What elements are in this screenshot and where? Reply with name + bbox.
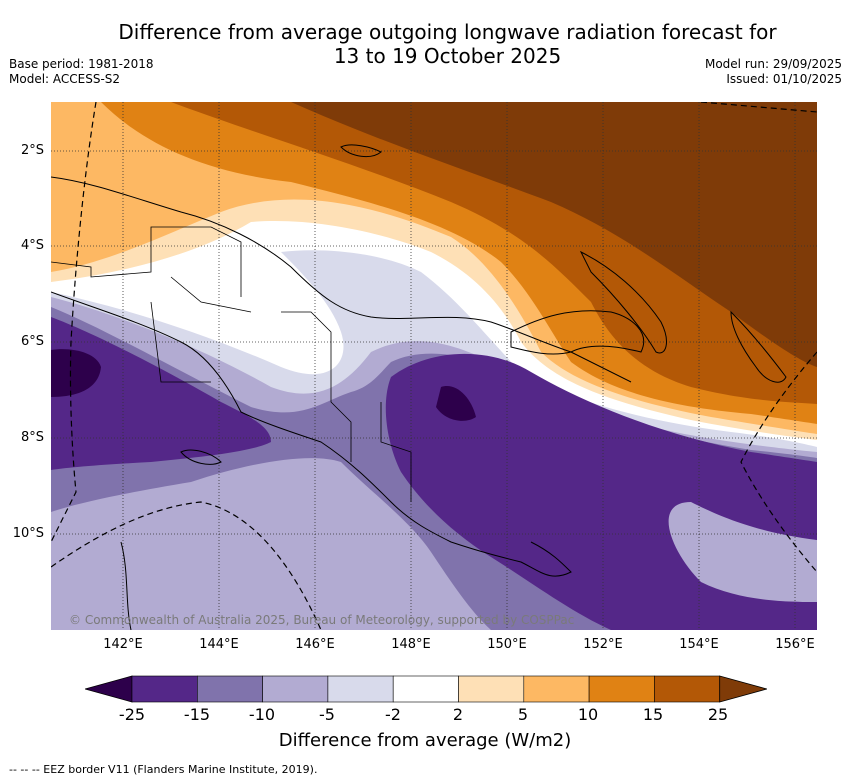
lon-label-150e: 150°E (487, 637, 527, 652)
colorbar-extend-min (85, 675, 133, 703)
colorbar-tick: 2 (452, 705, 464, 724)
colorbar-tick: -10 (248, 705, 276, 724)
band-negative-15-west (51, 317, 271, 470)
provincial-borders (51, 226, 412, 502)
colorbar-segment (327, 675, 394, 703)
colorbar-segment (131, 675, 198, 703)
issued-date: Issued: 01/10/2025 (726, 72, 842, 86)
colorbar-tick: 15 (642, 705, 664, 724)
lon-label-146e: 146°E (295, 637, 335, 652)
model-name: Model: ACCESS-S2 (9, 72, 121, 86)
eez-borders (51, 102, 817, 630)
colorbar-label: Difference from average (W/m2) (278, 730, 572, 751)
coastlines (51, 144, 787, 630)
lon-label-156e: 156°E (775, 637, 815, 652)
colorbar-tick: -15 (183, 705, 211, 724)
lat-label-6s: 6°S (20, 334, 44, 349)
band-negative-15-east (385, 353, 817, 630)
title-line-2: 13 to 19 October 2025 (333, 44, 562, 68)
colorbar-tick: -25 (118, 705, 146, 724)
copyright-notice: © Commonwealth of Australia 2025, Bureau… (69, 613, 575, 627)
colorbar-tick: 25 (707, 705, 729, 724)
lat-label-10s: 10°S (12, 526, 44, 541)
colorbar-segment (588, 675, 655, 703)
colorbar-segment (523, 675, 590, 703)
meta-left: Base period: 1981-2018 Model: ACCESS-S2 (9, 57, 154, 87)
colorbar-tick: 5 (517, 705, 529, 724)
lon-label-152e: 152°E (583, 637, 623, 652)
lon-label-148e: 148°E (391, 637, 431, 652)
colorbar (85, 675, 767, 703)
colorbar-segment (392, 675, 459, 703)
model-run: Model run: 29/09/2025 (704, 57, 842, 71)
meta-right: Model run: 29/09/2025 Issued: 01/10/2025 (705, 57, 842, 87)
lat-label-4s: 4°S (20, 238, 44, 253)
colorbar-segment (458, 675, 525, 703)
band-negative-25-core-b (51, 349, 101, 397)
lon-label-142e: 142°E (103, 637, 143, 652)
colorbar-tick: 10 (577, 705, 599, 724)
colorbar-segment (197, 675, 263, 703)
band-negative-25-core-a (436, 386, 476, 421)
title-line-1: Difference from average outgoing longwav… (118, 20, 777, 44)
map-title: Difference from average outgoing longwav… (60, 20, 835, 68)
lon-label-144e: 144°E (199, 637, 239, 652)
colorbar-tick: -2 (385, 705, 401, 724)
lon-label-154e: 154°E (679, 637, 719, 652)
colorbar-segment (654, 675, 721, 703)
eez-footnote: -- -- -- EEZ border V11 (Flanders Marine… (9, 763, 318, 776)
base-period: Base period: 1981-2018 (9, 57, 154, 71)
lat-label-8s: 8°S (20, 430, 44, 445)
colorbar-segment (262, 675, 329, 703)
colorbar-tick: -5 (319, 705, 335, 724)
lat-label-2s: 2°S (20, 143, 44, 158)
graticule (51, 102, 817, 630)
olr-anomaly-map (51, 102, 817, 630)
colorbar-extend-max (719, 675, 767, 703)
